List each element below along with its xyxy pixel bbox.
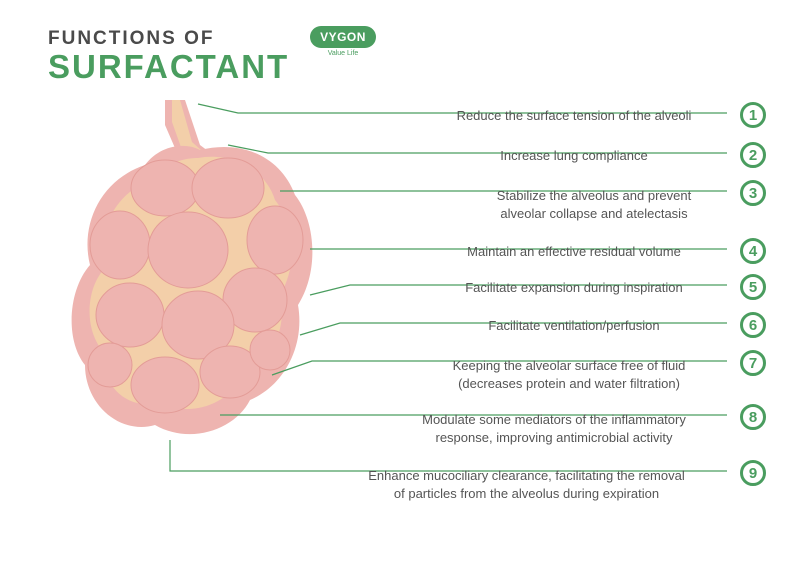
- item-text: Facilitate expansion during inspiration: [424, 279, 724, 297]
- item-number-badge: 5: [740, 274, 766, 300]
- item-number-badge: 4: [740, 238, 766, 264]
- item-text: Stabilize the alveolus and prevent alveo…: [464, 187, 724, 222]
- title-line1: Functions of: [48, 28, 289, 50]
- item-number-badge: 3: [740, 180, 766, 206]
- title-block: Functions of SURFACTANT: [48, 28, 289, 86]
- item-text: Maintain an effective residual volume: [424, 243, 724, 261]
- item-text: Keeping the alveolar surface free of flu…: [414, 357, 724, 392]
- alveolus-illustration: [70, 100, 330, 460]
- item-number-badge: 7: [740, 350, 766, 376]
- logo-tagline: Value Life: [310, 50, 376, 57]
- item-text: Facilitate ventilation/perfusion: [424, 317, 724, 335]
- title-line2: SURFACTANT: [48, 48, 289, 86]
- item-number-badge: 1: [740, 102, 766, 128]
- item-number-badge: 8: [740, 404, 766, 430]
- item-number-badge: 6: [740, 312, 766, 338]
- item-text: Increase lung compliance: [424, 147, 724, 165]
- infographic-container: Functions of SURFACTANT VYGON Value Life…: [0, 0, 800, 566]
- item-text: Reduce the surface tension of the alveol…: [424, 107, 724, 125]
- logo-pill: VYGON: [310, 26, 376, 48]
- item-number-badge: 9: [740, 460, 766, 486]
- brand-logo: VYGON Value Life: [310, 26, 376, 57]
- item-text: Modulate some mediators of the inflammat…: [384, 411, 724, 446]
- item-number-badge: 2: [740, 142, 766, 168]
- item-text: Enhance mucociliary clearance, facilitat…: [329, 467, 724, 502]
